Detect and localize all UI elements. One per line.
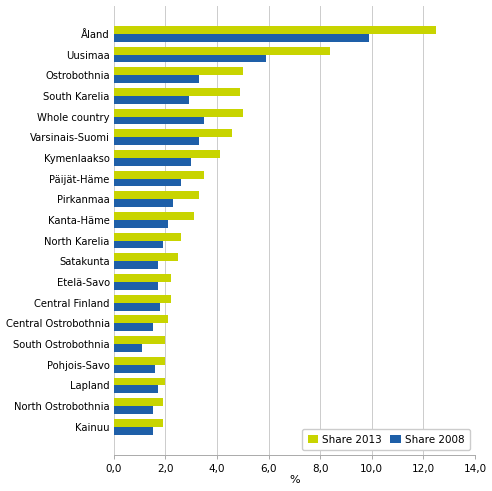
Bar (114, 75, 199, 83)
Bar (114, 233, 181, 241)
Bar (114, 324, 153, 331)
Bar (114, 26, 436, 34)
Bar (114, 253, 178, 261)
Bar (114, 344, 142, 352)
Bar (114, 427, 153, 435)
Bar (114, 295, 171, 302)
Bar (114, 365, 155, 373)
Bar (114, 385, 158, 393)
Bar (114, 282, 158, 290)
Legend: Share 2013, Share 2008: Share 2013, Share 2008 (303, 430, 470, 450)
Bar (114, 116, 204, 124)
Bar (114, 88, 240, 96)
Bar (114, 274, 171, 282)
Bar (114, 55, 266, 62)
Bar (114, 316, 168, 324)
Bar (114, 150, 219, 158)
Bar (114, 212, 194, 220)
Bar (114, 171, 204, 179)
X-axis label: %: % (289, 475, 300, 486)
Bar (114, 199, 173, 207)
Bar (114, 191, 199, 199)
Bar (114, 220, 168, 228)
Bar (114, 261, 158, 269)
Bar (114, 47, 331, 55)
Bar (114, 241, 163, 248)
Bar (114, 406, 153, 414)
Bar (114, 419, 163, 427)
Bar (114, 158, 191, 166)
Bar (114, 109, 243, 116)
Bar (114, 179, 181, 187)
Bar (114, 302, 160, 310)
Bar (114, 378, 165, 385)
Bar (114, 137, 199, 145)
Bar (114, 130, 233, 137)
Bar (114, 67, 243, 75)
Bar (114, 357, 165, 365)
Bar (114, 398, 163, 406)
Bar (114, 34, 369, 42)
Bar (114, 96, 188, 104)
Bar (114, 336, 165, 344)
